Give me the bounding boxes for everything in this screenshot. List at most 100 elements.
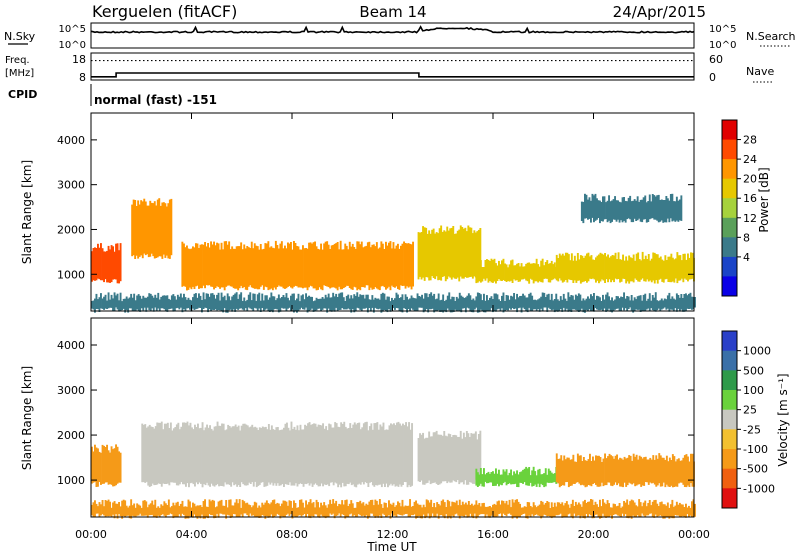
heatmap-cell [422,226,425,278]
heatmap-cell [660,501,663,517]
noise-panel-frame [90,22,695,49]
heatmap-cell [622,459,625,488]
heatmap-cell [691,296,693,310]
heatmap-cell [201,422,204,488]
heatmap-cell [326,430,329,485]
heatmap-cell [328,423,331,487]
heatmap-cell [640,456,643,487]
heatmap-cell [240,425,243,483]
heatmap-cell [98,247,101,280]
heatmap-cell [648,500,651,514]
heatmap-cell [375,298,378,309]
heatmap-cell [514,299,517,309]
heatmap-cell [609,201,612,224]
heatmap-cell [119,452,122,483]
heatmap-cell [366,294,369,313]
heatmap-cell [132,199,135,256]
heatmap-cell [253,501,256,517]
heatmap-cell [487,259,490,283]
heatmap-cell [220,292,223,312]
velocity-panel-frame [90,317,695,518]
heatmap-cell [608,453,611,483]
heatmap-cell [222,505,225,515]
heatmap-cell [372,299,375,313]
heatmap-cell [584,460,587,488]
heatmap-cell [532,263,535,284]
heatmap-cell [434,299,437,312]
heatmap-cell [280,503,283,517]
heatmap-cell [479,294,482,310]
heatmap-cell [461,296,464,309]
heatmap-cell [673,456,676,487]
heatmap-cell [213,500,216,519]
heatmap-cell [174,427,177,483]
heatmap-cell [195,506,197,517]
heatmap-cell [522,293,525,308]
heatmap-cell [573,255,576,281]
heatmap-cell [169,422,172,483]
heatmap-cell [652,252,655,281]
heatmap-cell [431,507,434,514]
heatmap-cell [475,500,478,519]
heatmap-cell [586,461,588,487]
heatmap-cell [190,248,193,290]
heatmap-cell [437,434,440,485]
heatmap-cell [629,300,632,308]
heatmap-cell [231,246,234,287]
heatmap-cell [410,506,413,516]
heatmap-cell [511,475,514,485]
heatmap-cell [620,458,623,487]
heatmap-cell [259,244,262,287]
heatmap-cell [351,503,354,517]
heatmap-cell [255,502,258,517]
heatmap-cell [389,241,392,291]
heatmap-cell [440,434,443,484]
heatmap-cell [341,249,344,290]
heatmap-cell [564,459,567,483]
heatmap-cell [267,299,270,311]
heatmap-cell [425,227,428,277]
heatmap-cell [209,425,212,487]
heatmap-cell [303,248,306,288]
heatmap-cell [422,432,425,485]
freq-tick-low: 8 [79,71,86,84]
heatmap-cell [631,460,634,485]
heatmap-cell [468,227,471,277]
heatmap-cell [207,427,210,486]
heatmap-cell [478,474,481,486]
heatmap-cell [587,459,590,485]
heatmap-cell [305,500,308,517]
heatmap-cell [627,197,630,219]
heatmap-cell [584,193,586,219]
heatmap-cell [692,297,695,310]
heatmap-cell [381,243,384,286]
heatmap-cell [654,196,657,220]
heatmap-cell [155,297,158,311]
freq-trace [91,72,694,78]
heatmap-cell [249,505,252,514]
heatmap-cell [690,252,692,280]
time-axis: 00:00 04:00 08:00 12:00 16:00 20:00 00:00 [75,113,710,541]
heatmap-cell [596,295,598,310]
heatmap-cell [597,200,600,218]
heatmap-cell [477,434,480,485]
heatmap-cell [173,296,176,312]
heatmap-cell [309,242,312,286]
heatmap-cell [380,504,383,518]
heatmap-cell [423,227,426,281]
heatmap-cell [156,422,159,485]
heatmap-cell [680,260,683,279]
heatmap-cell [368,241,371,291]
heatmap-cell [161,505,164,515]
heatmap-cell [504,503,507,515]
heatmap-cell [624,298,627,309]
heatmap-cell [549,508,552,518]
heatmap-cell [602,196,604,222]
heatmap-cell [674,461,677,487]
heatmap-cell [222,423,225,487]
heatmap-cell [234,248,237,289]
y-tick-label: 2000 [57,429,85,442]
heatmap-cell [106,500,109,517]
heatmap-cell [419,232,422,277]
heatmap-cell [292,429,294,486]
